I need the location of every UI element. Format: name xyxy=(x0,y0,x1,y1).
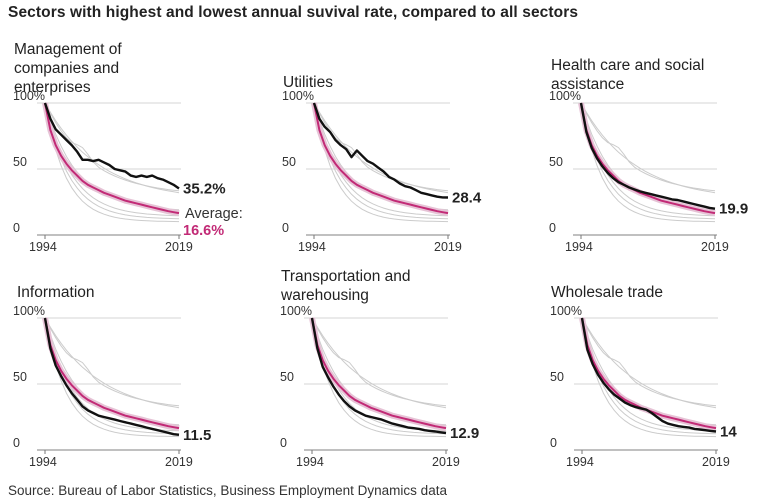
average-line xyxy=(311,317,447,430)
end-value-label: 14 xyxy=(720,424,737,441)
y-tick-label: 50 xyxy=(13,155,27,169)
other-sector-line xyxy=(311,317,447,407)
panel-title-wholesale: Wholesale trade xyxy=(551,284,664,301)
y-tick-label: 50 xyxy=(280,370,294,384)
other-sector-line xyxy=(313,102,449,192)
y-tick-label: 100% xyxy=(280,304,312,318)
other-sector-line xyxy=(44,102,180,220)
sector-line xyxy=(312,102,449,199)
average-line xyxy=(44,102,180,215)
average-line xyxy=(44,317,180,430)
y-tick-label: 0 xyxy=(550,436,557,450)
other-sector-line xyxy=(44,317,180,438)
sector-line xyxy=(580,317,717,433)
y-tick-label: 0 xyxy=(282,221,289,235)
x-tick-label: 1994 xyxy=(298,240,326,254)
y-tick-label: 0 xyxy=(13,221,20,235)
panel-management: 100% 50 0 1994 2019 35.2% Average:16.6% xyxy=(13,89,243,254)
panel-health-care: 100% 50 0 1994 2019 19.9 xyxy=(549,89,748,254)
y-tick-label: 0 xyxy=(280,436,287,450)
end-value-label: 35.2% xyxy=(183,181,226,198)
sector-line xyxy=(310,317,447,435)
panel-title-utilities: Utilities xyxy=(283,74,333,91)
other-sector-line xyxy=(311,317,447,438)
panel-utilities: 100% 50 0 1994 2019 28.4 xyxy=(282,89,482,254)
panel-transportation: 100% 50 0 1994 2019 12.9 xyxy=(280,304,479,469)
source-note: Source: Bureau of Labor Statistics, Busi… xyxy=(8,483,447,498)
y-tick-label: 50 xyxy=(549,155,563,169)
other-sector-line xyxy=(580,102,716,192)
panel-wholesale: 100% 50 0 1994 2019 14 xyxy=(550,304,737,469)
y-tick-label: 50 xyxy=(282,155,296,169)
x-tick-label: 2019 xyxy=(701,240,729,254)
x-tick-label: 2019 xyxy=(165,240,193,254)
y-tick-label: 100% xyxy=(13,89,45,103)
x-tick-label: 1994 xyxy=(29,455,57,469)
average-label: Average: xyxy=(185,206,243,222)
end-value-label: 19.9 xyxy=(719,201,748,218)
other-sector-line xyxy=(580,102,716,194)
y-tick-label: 100% xyxy=(282,89,314,103)
panel-title-health-care: Health care and social assistance xyxy=(551,57,705,93)
end-value-label: 12.9 xyxy=(450,425,479,442)
x-tick-label: 2019 xyxy=(434,240,462,254)
other-sector-line xyxy=(580,102,716,223)
panel-title-management: Management of companies and enterprises xyxy=(14,41,122,96)
page-title: Sectors with highest and lowest annual s… xyxy=(8,4,579,21)
other-sector-line xyxy=(311,317,447,409)
y-tick-label: 100% xyxy=(550,304,582,318)
y-tick-label: 0 xyxy=(549,221,556,235)
panel-title-transportation: Transportation and warehousing xyxy=(281,268,411,304)
other-sector-line xyxy=(581,317,717,438)
y-tick-label: 100% xyxy=(13,304,45,318)
average-line xyxy=(313,102,449,215)
x-tick-label: 1994 xyxy=(565,240,593,254)
average-line xyxy=(580,102,716,215)
other-sector-line xyxy=(44,317,180,409)
x-tick-label: 2019 xyxy=(702,455,730,469)
x-tick-label: 2019 xyxy=(165,455,193,469)
end-value-label: 11.5 xyxy=(183,427,211,444)
other-sector-line xyxy=(44,102,180,194)
other-sector-line xyxy=(313,102,449,223)
y-tick-label: 50 xyxy=(550,370,564,384)
panel-information: 100% 50 0 1994 2019 11.5 xyxy=(13,304,211,469)
other-sector-line xyxy=(44,317,180,407)
sector-line xyxy=(43,102,180,190)
panel-title-information: Information xyxy=(17,284,95,301)
other-sector-line xyxy=(580,102,716,220)
x-tick-label: 1994 xyxy=(566,455,594,469)
sector-line xyxy=(579,102,716,210)
x-tick-label: 1994 xyxy=(29,240,57,254)
other-sector-line xyxy=(313,102,449,194)
x-tick-label: 1994 xyxy=(296,455,324,469)
other-sector-line xyxy=(581,317,717,407)
other-sector-line xyxy=(44,102,180,192)
other-sector-line xyxy=(313,102,449,220)
end-value-label: 28.4 xyxy=(452,190,482,207)
other-sector-line xyxy=(44,102,180,223)
sector-line xyxy=(43,317,180,436)
other-sector-line xyxy=(581,317,717,409)
other-sector-line xyxy=(581,317,717,435)
average-value-label: 16.6% xyxy=(183,223,224,239)
y-tick-label: 100% xyxy=(549,89,581,103)
x-tick-label: 2019 xyxy=(432,455,460,469)
y-tick-label: 0 xyxy=(13,436,20,450)
y-tick-label: 50 xyxy=(13,370,27,384)
